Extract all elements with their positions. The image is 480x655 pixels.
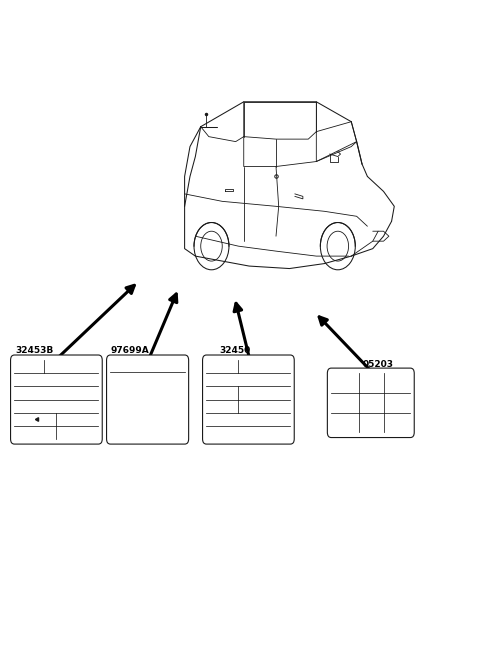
FancyBboxPatch shape xyxy=(203,355,294,444)
FancyBboxPatch shape xyxy=(11,355,102,444)
Text: 32450: 32450 xyxy=(220,346,251,355)
Text: 32453B: 32453B xyxy=(15,346,54,355)
FancyBboxPatch shape xyxy=(327,368,414,438)
Text: 97699A: 97699A xyxy=(110,346,149,355)
FancyBboxPatch shape xyxy=(107,355,189,444)
Text: 05203: 05203 xyxy=(362,360,394,369)
